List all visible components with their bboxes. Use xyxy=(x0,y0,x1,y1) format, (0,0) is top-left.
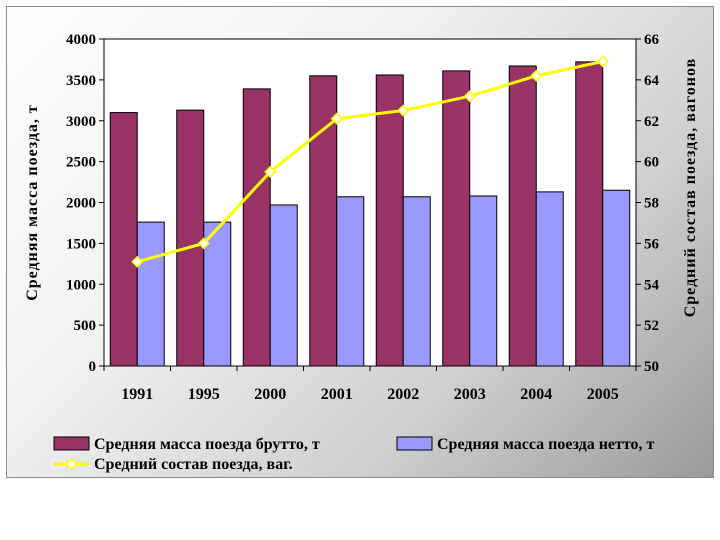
x-tick-label: 2002 xyxy=(387,386,419,403)
y2-tick-label: 64 xyxy=(644,73,660,89)
x-tick-label: 2004 xyxy=(520,386,552,403)
legend-marker-composition xyxy=(65,457,78,471)
line-layer xyxy=(131,55,609,268)
bar-gross-1995 xyxy=(176,109,205,367)
bar-net-2002 xyxy=(402,196,431,367)
y2-tick-label: 60 xyxy=(644,155,659,171)
bar-gross-2004 xyxy=(508,65,537,367)
y-tick-label: 1000 xyxy=(66,277,96,293)
bars-layer xyxy=(109,61,631,367)
y-tick-label: 2000 xyxy=(66,196,96,212)
line-point-1991 xyxy=(131,255,144,268)
bar-net-2001 xyxy=(336,196,365,367)
line-point-2005 xyxy=(596,55,609,68)
x-tick-label: 2005 xyxy=(587,386,619,403)
line-point-2000 xyxy=(264,165,277,178)
chart-frame: 0 500 1000 1500 2000 2500 3000 3500 4000 50 52 54 56… xyxy=(6,6,714,478)
y2-tick-label: 62 xyxy=(644,114,659,130)
bar-gross-2005 xyxy=(575,61,604,367)
y-axis-title: Средняя масса поезда, т xyxy=(24,104,41,301)
y-tick-label: 3000 xyxy=(66,114,96,130)
y2-axis-title: Средний состав поезда, вагонов xyxy=(682,58,699,318)
x-tick-label: 2000 xyxy=(254,386,286,403)
x-tick-label: 1995 xyxy=(188,386,220,403)
y2-tick-label: 50 xyxy=(644,359,659,375)
y2-tick-label: 52 xyxy=(644,318,659,334)
line-point-2002 xyxy=(397,104,410,117)
bar-net-2000 xyxy=(269,204,298,367)
bar-net-1995 xyxy=(203,221,232,367)
y-tick-label: 2500 xyxy=(66,155,96,171)
y2-tick-label: 54 xyxy=(644,277,660,293)
y-tick-label: 1500 xyxy=(66,236,96,252)
legend-swatch-net xyxy=(396,436,433,451)
bar-net-2005 xyxy=(602,189,631,367)
bar-net-2004 xyxy=(535,191,564,367)
y-tick-label: 3500 xyxy=(66,73,96,89)
line-point-2003 xyxy=(463,90,476,103)
legend-label-net: Средняя масса поезда нетто, т xyxy=(437,436,655,453)
y-tick-label: 500 xyxy=(74,318,97,334)
bar-gross-1991 xyxy=(109,112,138,367)
bar-gross-2000 xyxy=(242,88,271,367)
line-point-2001 xyxy=(330,112,343,125)
legend-swatch-gross xyxy=(53,436,90,451)
line-train-composition xyxy=(136,60,604,264)
y2-tick-label: 56 xyxy=(644,236,660,252)
bar-gross-2002 xyxy=(375,74,404,367)
y-tick-label: 0 xyxy=(89,359,97,375)
legend-label-composition: Средний состав поезда, ваг. xyxy=(94,456,293,473)
y-tick-label: 4000 xyxy=(66,32,96,48)
x-tick-label: 2003 xyxy=(454,386,486,403)
x-tick-label: 1991 xyxy=(121,386,153,403)
legend-label-gross: Средняя масса поезда брутто, т xyxy=(94,436,320,453)
x-tick-label: 2001 xyxy=(321,386,353,403)
bar-gross-2003 xyxy=(442,70,471,367)
axes-layer: 0 500 1000 1500 2000 2500 3000 3500 4000 50 52 54 56… xyxy=(24,32,699,403)
line-point-2004 xyxy=(530,69,543,82)
bar-net-1991 xyxy=(136,221,165,367)
line-point-1995 xyxy=(197,237,210,250)
combo-chart: 0 500 1000 1500 2000 2500 3000 3500 4000 50 52 54 56… xyxy=(24,32,699,473)
bar-net-2003 xyxy=(469,195,498,367)
y2-tick-label: 58 xyxy=(644,196,659,212)
legend: Средняя масса поезда брутто, т Средняя ма… xyxy=(53,436,655,473)
y2-tick-label: 66 xyxy=(644,32,660,48)
